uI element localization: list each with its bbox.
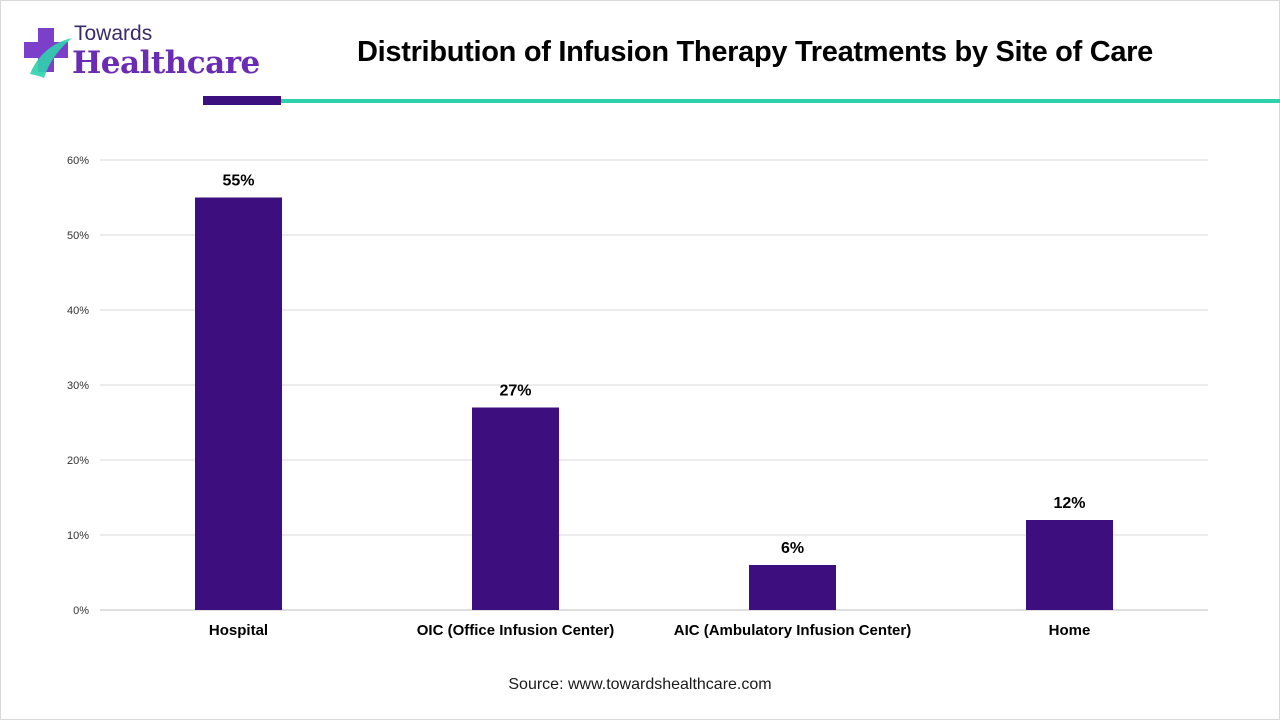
header-accent-teal bbox=[281, 99, 1280, 103]
x-tick-label: Hospital bbox=[209, 622, 268, 639]
y-tick-label: 50% bbox=[67, 230, 89, 242]
header-accent-purple bbox=[203, 96, 281, 105]
x-tick-label: AIC (Ambulatory Infusion Center) bbox=[674, 622, 912, 639]
y-tick-label: 30% bbox=[67, 380, 89, 392]
x-tick-label: Home bbox=[1049, 622, 1091, 639]
y-tick-label: 20% bbox=[67, 455, 89, 467]
medical-cross-icon bbox=[24, 28, 72, 78]
brand-line1: Towards bbox=[74, 22, 153, 45]
brand-logo bbox=[20, 22, 250, 84]
bar-value-label: 6% bbox=[781, 540, 804, 557]
brand-line2: Healthcare bbox=[72, 45, 260, 81]
bar-value-label: 27% bbox=[499, 383, 531, 400]
bar bbox=[1026, 520, 1113, 610]
bar-value-label: 12% bbox=[1053, 495, 1085, 512]
y-tick-label: 60% bbox=[67, 155, 89, 167]
y-tick-label: 0% bbox=[73, 605, 89, 617]
bar-value-label: 55% bbox=[222, 173, 254, 190]
source-note: Source: www.towardshealthcare.com bbox=[508, 676, 772, 693]
bar bbox=[472, 407, 559, 610]
x-tick-label: OIC (Office Infusion Center) bbox=[417, 622, 615, 639]
bar bbox=[749, 565, 836, 610]
chart-title: Distribution of Infusion Therapy Treatme… bbox=[356, 36, 1153, 68]
y-tick-label: 10% bbox=[67, 530, 89, 542]
bar bbox=[195, 197, 282, 610]
y-tick-label: 40% bbox=[67, 305, 89, 317]
